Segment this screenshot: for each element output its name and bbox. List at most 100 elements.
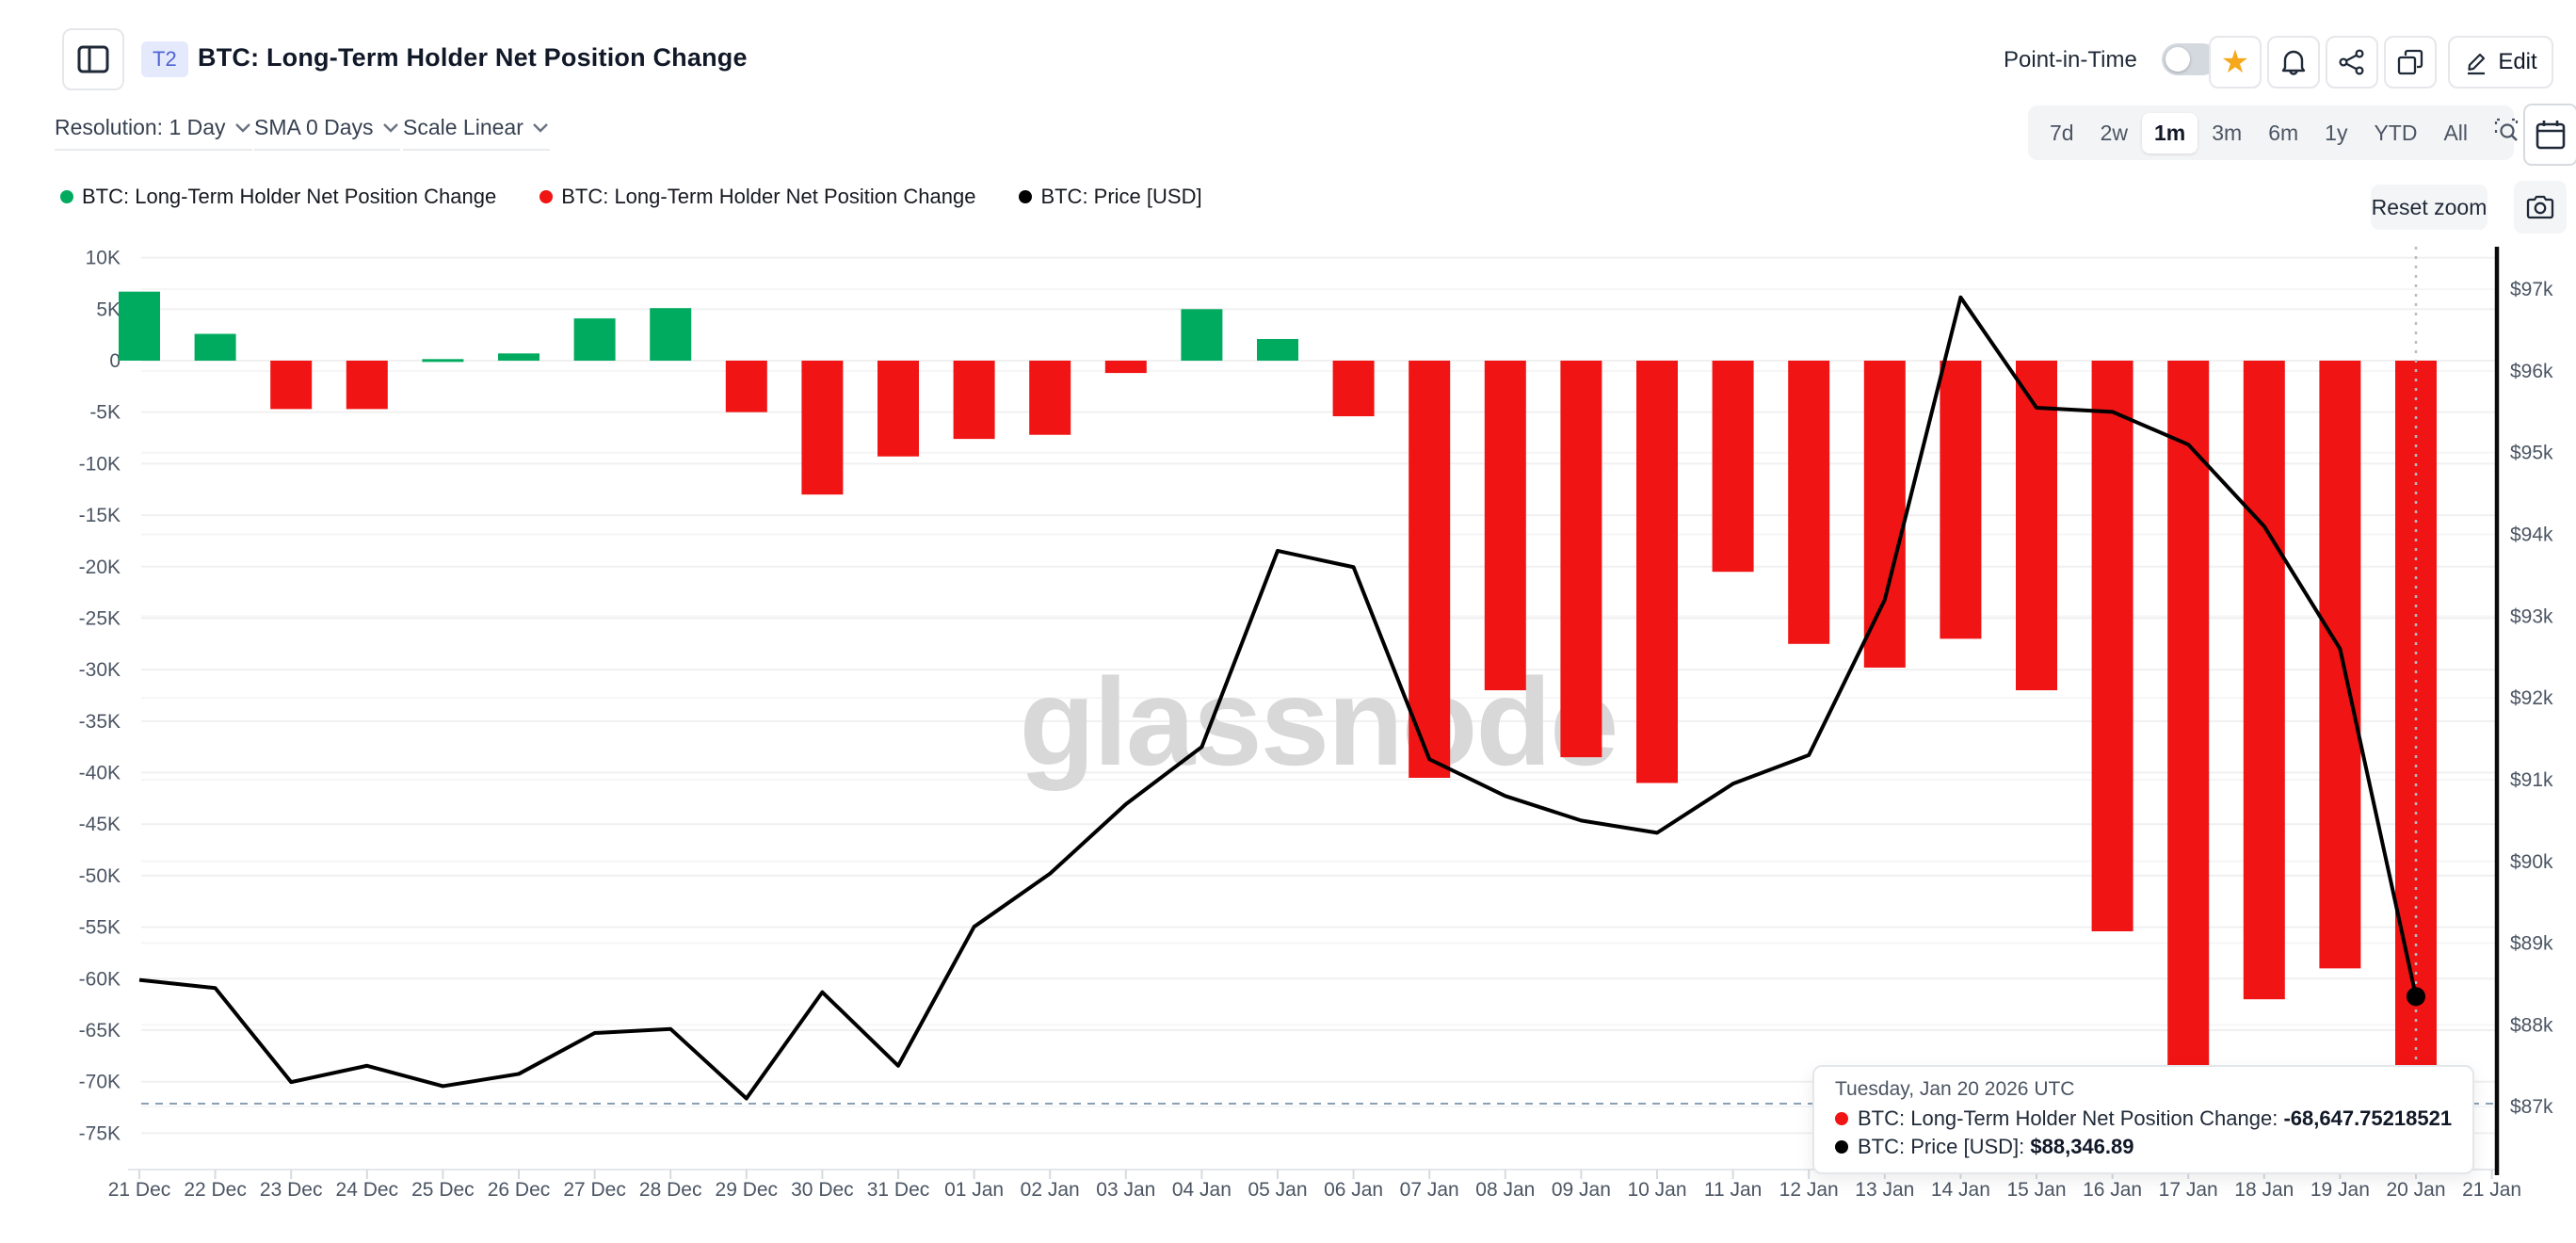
x-axis-label: 08 Jan [1475, 1179, 1535, 1201]
bar[interactable] [650, 308, 692, 361]
bar[interactable] [1712, 360, 1754, 573]
x-axis-label: 14 Jan [1931, 1179, 1990, 1201]
sma-label: SMA 0 Days [254, 115, 374, 139]
x-axis-label: 10 Jan [1627, 1179, 1686, 1201]
y-axis-left-label: -40K [79, 763, 121, 784]
x-axis-label: 18 Jan [2234, 1179, 2294, 1201]
chevron-down-icon [234, 123, 250, 133]
x-axis-label: 16 Jan [2083, 1179, 2142, 1201]
chevron-down-icon [533, 123, 548, 133]
x-axis-label: 06 Jan [1324, 1179, 1383, 1201]
bar[interactable] [346, 360, 388, 410]
resolution-label: Resolution: 1 Day [55, 115, 226, 139]
bar[interactable] [953, 360, 995, 440]
screenshot-button[interactable] [2514, 181, 2567, 234]
zoom-area-button[interactable] [2482, 110, 2531, 155]
range-ytd[interactable]: YTD [2374, 120, 2418, 145]
range-all[interactable]: All [2443, 120, 2469, 145]
glassnode-watermark: glassnode [1020, 653, 1618, 791]
x-axis-label: 13 Jan [1855, 1179, 1914, 1201]
edit-button-label: Edit [2498, 49, 2537, 74]
bar[interactable] [1181, 309, 1223, 361]
bar[interactable] [1940, 360, 1982, 639]
edit-button[interactable]: Edit [2448, 36, 2553, 89]
y-axis-left-label: -15K [79, 505, 121, 526]
bar[interactable] [1409, 360, 1451, 779]
bar[interactable] [2243, 360, 2285, 1000]
reset-zoom-button[interactable]: Reset zoom [2371, 185, 2487, 230]
x-axis-label: 26 Dec [488, 1179, 551, 1201]
x-axis-label: 25 Dec [411, 1179, 475, 1201]
tooltip-row-price: BTC: Price [USD]: $88,346.89 [1835, 1135, 2452, 1159]
tooltip-net-position-value: -68,647.75218521 [2283, 1106, 2453, 1130]
y-axis-right-label: $97k [2510, 279, 2553, 300]
x-axis-label: 15 Jan [2006, 1179, 2066, 1201]
bar[interactable] [1560, 360, 1602, 758]
tooltip-date: Tuesday, Jan 20 2026 UTC [1835, 1078, 2075, 1100]
bar[interactable] [194, 333, 236, 361]
bar[interactable] [573, 318, 616, 361]
price-point-marker [2407, 987, 2425, 1007]
bar[interactable] [1484, 360, 1526, 691]
bar[interactable] [2319, 360, 2361, 969]
bar[interactable] [725, 360, 767, 412]
y-axis-left-label: -10K [79, 453, 121, 475]
x-axis-label: 09 Jan [1552, 1179, 1611, 1201]
share-button[interactable] [2326, 36, 2378, 89]
toggle-knob [2165, 47, 2190, 72]
bar[interactable] [1332, 360, 1375, 417]
range-1m[interactable]: 1m [2142, 112, 2198, 153]
x-axis-label: 04 Jan [1172, 1179, 1232, 1201]
x-axis-label: 27 Dec [563, 1179, 626, 1201]
point-in-time-label: Point-in-Time [2004, 47, 2137, 73]
range-2w[interactable]: 2w [2100, 120, 2128, 145]
legend-item-net-position-positive[interactable]: BTC: Long-Term Holder Net Position Chang… [60, 185, 496, 209]
y-axis-left-label: -35K [79, 711, 121, 733]
range-3m[interactable]: 3m [2212, 120, 2243, 145]
legend-label: BTC: Long-Term Holder Net Position Chang… [561, 185, 976, 208]
y-axis-left-label: -30K [79, 659, 121, 681]
bar[interactable] [270, 360, 313, 410]
y-axis-right-label: $91k [2510, 769, 2553, 791]
range-7d[interactable]: 7d [2050, 120, 2074, 145]
calendar-button[interactable] [2523, 104, 2576, 166]
y-axis-left-label: -50K [79, 865, 121, 887]
bar[interactable] [1788, 360, 1830, 644]
bar[interactable] [2016, 360, 2057, 691]
resolution-dropdown[interactable]: Resolution: 1 Day [55, 115, 252, 151]
bar[interactable] [1863, 360, 1906, 668]
bar[interactable] [422, 359, 464, 363]
y-axis-right-label: $90k [2510, 851, 2553, 873]
legend-item-price[interactable]: BTC: Price [USD] [1019, 185, 1202, 209]
x-axis-label: 03 Jan [1096, 1179, 1155, 1201]
copy-button[interactable] [2384, 36, 2437, 89]
workbench-badge[interactable]: T2 [141, 41, 188, 77]
sidebar-toggle-button[interactable] [62, 28, 124, 90]
bar[interactable] [877, 360, 919, 457]
bar[interactable] [801, 360, 844, 495]
favorite-button[interactable]: ★ [2209, 36, 2262, 89]
page-title: BTC: Long-Term Holder Net Position Chang… [198, 43, 748, 72]
black-dot-icon [1835, 1140, 1848, 1154]
bar[interactable] [1257, 339, 1298, 361]
x-axis-label: 12 Jan [1779, 1179, 1839, 1201]
bar[interactable] [498, 353, 539, 361]
alert-button[interactable] [2267, 36, 2320, 89]
legend-item-net-position-negative[interactable]: BTC: Long-Term Holder Net Position Chang… [539, 185, 975, 209]
sma-dropdown[interactable]: SMA 0 Days [254, 115, 400, 151]
bar[interactable] [2395, 360, 2437, 1068]
bar[interactable] [119, 291, 160, 361]
bar[interactable] [1029, 360, 1071, 435]
bar[interactable] [1636, 360, 1678, 783]
bar[interactable] [2167, 360, 2210, 1082]
y-axis-right-label: $92k [2510, 687, 2553, 709]
tooltip-price-value: $88,346.89 [2030, 1135, 2134, 1158]
y-axis-right-label: $87k [2510, 1096, 2553, 1118]
bar[interactable] [2091, 360, 2133, 931]
range-6m[interactable]: 6m [2268, 120, 2299, 145]
scale-dropdown[interactable]: Scale Linear [403, 115, 550, 151]
bar[interactable] [1104, 360, 1147, 374]
range-1y[interactable]: 1y [2325, 120, 2348, 145]
x-axis-label: 19 Jan [2310, 1179, 2370, 1201]
